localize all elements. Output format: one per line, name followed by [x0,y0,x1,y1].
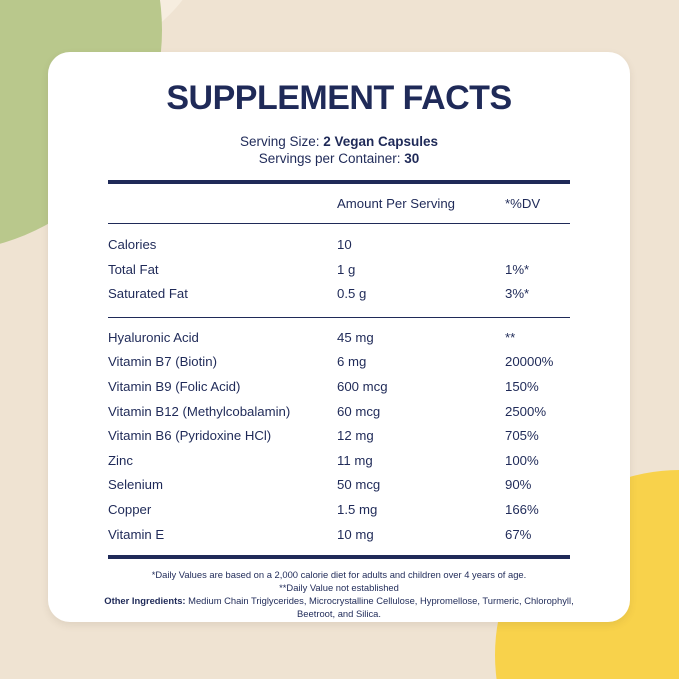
row-amount: 0.5 g [337,286,367,302]
row-amount: 10 [337,237,352,252]
serving-size-label: Serving Size: [239,134,324,149]
footnote-other-ingredients: Other Ingredients: Medium Chain Triglyce… [90,594,588,620]
table-section-actives: Hyaluronic Acid 45 mg ** Vitamin B7 (Biotin… [108,318,570,555]
table-row: Total Fat 1 g 1%* [108,258,570,283]
table-row: Vitamin B7 (Biotin) 6 mg 20000% [108,350,570,375]
serving-size-line: Serving Size: 2 Vegan Capsules [48,133,630,150]
row-nutrient-name: Vitamin B7 (Biotin) [108,354,217,370]
servings-per-container-label: Servings per Container: [258,151,405,166]
row-nutrient-name: Vitamin E [108,526,165,542]
table-row: Saturated Fat 0.5 g 3%* [108,282,570,307]
row-daily-value: 90% [505,477,532,493]
row-amount: 1 g [337,261,356,277]
column-header-amount: Amount Per Serving [337,196,456,211]
row-daily-value: 100% [505,452,539,468]
column-header-dv: *%DV [505,196,541,211]
row-nutrient-name: Copper [108,501,152,517]
row-daily-value: 67% [505,526,532,542]
row-daily-value: 705% [505,428,539,444]
footnotes: *Daily Values are based on a 2,000 calor… [48,568,630,620]
row-nutrient-name: Vitamin B12 (Methylcobalamin) [108,403,291,419]
table-row: Zinc 11 mg 100% [108,449,570,474]
row-daily-value: 20000% [505,354,554,370]
page-title: SUPPLEMENT FACTS [166,79,512,117]
row-daily-value [505,233,570,258]
row-daily-value: 1%* [505,261,530,277]
row-amount: 6 mg [337,354,367,370]
row-nutrient-name: Calories [108,237,157,252]
row-amount: 50 mcg [337,477,381,493]
supplement-facts-card: SUPPLEMENT FACTS Serving Size: 2 Vegan C… [48,52,630,622]
row-daily-value: 2500% [505,403,547,419]
serving-info: Serving Size: 2 Vegan Capsules Servings … [48,133,630,167]
servings-per-container-value: 30 [404,151,420,166]
row-daily-value: ** [505,329,516,345]
row-nutrient-name: Saturated Fat [108,286,188,302]
nutrition-table: Amount Per Serving *%DV Calories 10 Total … [108,180,570,560]
table-row: Vitamin B6 (Pyridoxine HCl) 12 mg 705% [108,424,570,449]
row-amount: 45 mg [337,329,374,345]
row-daily-value: 166% [505,501,539,517]
row-nutrient-name: Vitamin B9 (Folic Acid) [108,378,241,394]
table-row: Selenium 50 mcg 90% [108,473,570,498]
table-row: Copper 1.5 mg 166% [108,498,570,523]
table-header-row: Amount Per Serving *%DV [108,184,570,224]
row-amount: 1.5 mg [337,501,378,517]
row-daily-value: 3%* [505,286,530,302]
other-ingredients-list: Medium Chain Triglycerides, Microcrystal… [188,595,574,620]
row-nutrient-name: Zinc [108,452,133,468]
row-daily-value: 150% [505,378,539,394]
table-row: Hyaluronic Acid 45 mg ** [108,326,570,351]
row-nutrient-name: Selenium [108,477,163,493]
row-nutrient-name: Total Fat [108,261,159,277]
servings-per-container-line: Servings per Container: 30 [48,150,630,167]
other-ingredients-label: Other Ingredients: [104,595,189,607]
row-amount: 11 mg [337,452,373,468]
table-row: Vitamin B9 (Folic Acid) 600 mcg 150% [108,375,570,400]
table-section-macros: Calories 10 Total Fat 1 g 1%* Saturated Fat 0.… [108,224,570,318]
table-row: Vitamin B12 (Methylcobalamin) 60 mcg 2500% [108,400,570,425]
serving-size-value: 2 Vegan Capsules [323,134,439,149]
row-amount: 10 mg [337,526,374,542]
row-amount: 600 mcg [337,378,388,394]
row-nutrient-name: Vitamin B6 (Pyridoxine HCl) [108,428,272,444]
footnote-daily-values: *Daily Values are based on a 2,000 calor… [151,569,527,581]
table-row: Vitamin E 10 mg 67% [108,523,570,548]
row-amount: 12 mg [337,428,374,444]
footnote-not-established: **Daily Value not established [279,582,399,594]
table-row: Calories 10 [108,233,570,258]
row-amount: 60 mcg [337,403,381,419]
row-nutrient-name: Hyaluronic Acid [108,329,199,345]
